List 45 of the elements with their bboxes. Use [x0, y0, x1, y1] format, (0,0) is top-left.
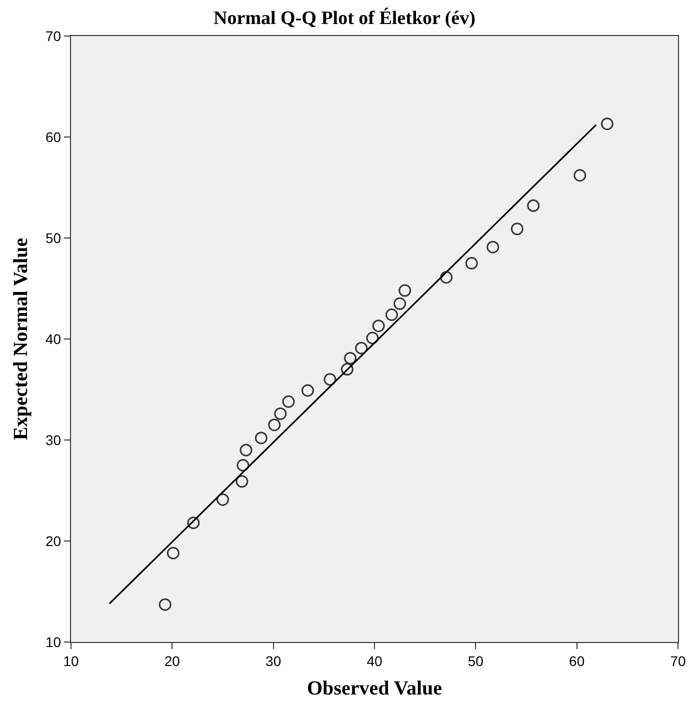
- point: [385, 308, 398, 322]
- chart-title: Normal Q-Q Plot of Életkor (év): [214, 6, 476, 29]
- point: [600, 118, 614, 130]
- point: [398, 284, 412, 297]
- x-tick-label: 10: [63, 652, 79, 669]
- point: [344, 352, 356, 364]
- point: [340, 363, 354, 376]
- point: [394, 297, 406, 310]
- point: [236, 459, 250, 472]
- point: [187, 516, 200, 530]
- point: [240, 444, 252, 456]
- y-tick-label: 60: [46, 128, 62, 145]
- point: [268, 418, 281, 432]
- point: [486, 240, 500, 254]
- y-tick-label: 50: [46, 230, 62, 246]
- x-tick-label: 50: [468, 652, 484, 669]
- x-axis-title: Observed Value: [306, 677, 442, 700]
- point: [440, 271, 453, 284]
- x-tick-label: 40: [366, 652, 382, 669]
- x-tick-label: 30: [266, 652, 282, 669]
- point: [274, 407, 287, 420]
- point: [282, 395, 295, 408]
- x-tick-label: 20: [164, 652, 180, 669]
- y-tick-label: 40: [46, 330, 62, 347]
- point: [158, 598, 172, 611]
- point: [236, 475, 248, 488]
- point: [574, 169, 586, 182]
- y-tick-label: 70: [46, 28, 62, 44]
- point: [355, 342, 368, 354]
- point: [465, 257, 478, 270]
- point: [301, 384, 314, 397]
- point: [510, 222, 524, 236]
- x-tick-label: 60: [569, 652, 585, 669]
- x-tick-label: 70: [670, 652, 686, 669]
- point: [166, 546, 180, 560]
- point: [254, 432, 268, 444]
- point: [366, 332, 379, 344]
- point: [216, 493, 229, 506]
- y-tick-label: 30: [46, 432, 62, 448]
- y-tick-label: 20: [46, 532, 62, 549]
- point: [527, 199, 540, 212]
- point: [372, 320, 385, 332]
- point: [324, 373, 336, 386]
- y-tick-label: 10: [46, 634, 62, 650]
- y-axis-title: Expected Normal Value: [10, 238, 32, 440]
